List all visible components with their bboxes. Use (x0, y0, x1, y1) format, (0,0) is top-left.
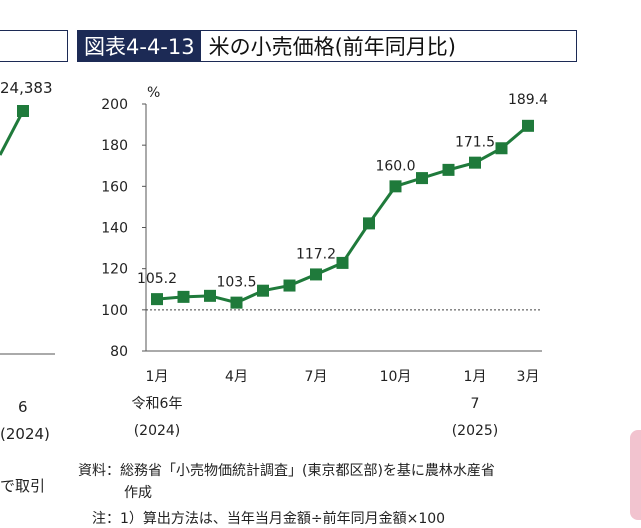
x-tick-label-14: 3月 (517, 369, 540, 385)
left-fragment-plot (0, 105, 55, 355)
x-tick-label-6: 7月 (305, 369, 328, 385)
side-tab[interactable] (630, 430, 641, 520)
figure-number: 図表4-4-13 (78, 31, 201, 61)
data-label-3: 103.5 (216, 275, 256, 291)
y-tick-label-100: 100 (101, 303, 128, 319)
data-point-6 (310, 268, 322, 281)
data-point-7 (336, 256, 349, 269)
data-point-12 (469, 156, 481, 169)
data-point-8 (363, 217, 375, 230)
x-year-line2-0: (2024) (134, 423, 181, 439)
left-fragment-marker (17, 105, 29, 117)
data-label-6: 117.2 (296, 246, 336, 262)
data-point-2 (204, 289, 216, 302)
labels-group: 105.2 103.5 117.2 160.0 171.5 189.4 (137, 92, 548, 291)
y-tick-label-160: 160 (101, 179, 128, 195)
figure-title-box: 図表4-4-13 米の小売価格(前年同月比) (77, 30, 577, 62)
y-tick-label-80: 80 (110, 344, 128, 360)
source-text: 資料：総務省「小売物価統計調査」(東京都区部)を基に農林水産省 作成 (78, 460, 495, 504)
left-fragment-line (0, 110, 25, 156)
left-note-fragment: で取引 (0, 477, 46, 495)
x-tick-label-12: 1月 (464, 369, 487, 385)
x-tick-label-9: 10月 (380, 369, 412, 385)
data-label-12: 171.5 (455, 135, 495, 151)
data-label-0: 105.2 (137, 271, 177, 287)
left-title-box (0, 30, 68, 62)
left-x-year: (2024) (0, 425, 50, 443)
x-year-line1-0: 令和6年 (132, 396, 183, 412)
y-unit-label: % (147, 85, 160, 101)
y-tick-label-180: 180 (101, 138, 128, 154)
data-point-5 (283, 279, 296, 292)
data-point-1 (177, 290, 190, 303)
data-point-0 (151, 293, 163, 306)
y-tick-label-140: 140 (101, 221, 128, 237)
data-point-13 (495, 142, 508, 155)
y-tick-label-200: 200 (101, 97, 128, 113)
data-point-11 (442, 163, 455, 176)
series-group (151, 119, 534, 309)
source-line-2: 作成 (124, 485, 152, 501)
data-point-14 (522, 119, 534, 132)
left-chart-fragment: 24,383 6 (2024) で取引 (0, 0, 70, 520)
data-label-9: 160.0 (375, 158, 415, 174)
note-text: 注：1）算出方法は、当年当月金額÷前年同月金額×100 (92, 511, 446, 527)
data-point-9 (389, 180, 402, 193)
data-point-10 (416, 172, 428, 185)
x-year-line2-12: (2025) (452, 423, 499, 439)
x-tick-label-3: 4月 (225, 369, 248, 385)
figure-title: 米の小売価格(前年同月比) (208, 35, 456, 59)
data-point-3 (230, 296, 243, 309)
series-line (156, 124, 529, 305)
data-label-14: 189.4 (508, 92, 548, 108)
left-value-label: 24,383 (0, 79, 53, 97)
y-tick-label-120: 120 (101, 262, 128, 278)
data-point-4 (257, 284, 269, 297)
x-year-line1-12: 7 (471, 396, 480, 412)
source-line-1: 資料：総務省「小売物価統計調査」(東京都区部)を基に農林水産省 (78, 463, 495, 479)
x-tick-label-0: 1月 (146, 369, 169, 385)
left-x-label: 6 (18, 398, 28, 416)
